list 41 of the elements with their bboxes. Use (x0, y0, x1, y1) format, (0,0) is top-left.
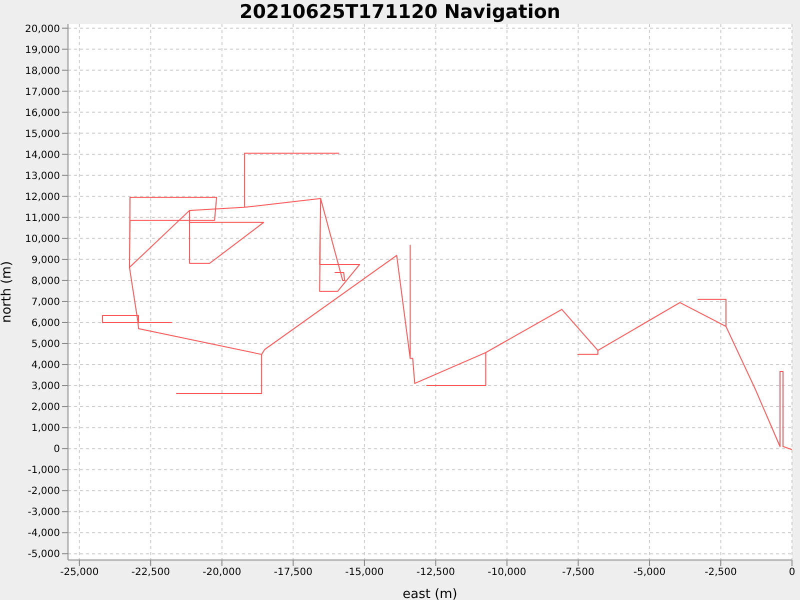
y-tick-label: 18,000 (25, 66, 60, 77)
y-tick-label: 9,000 (31, 254, 60, 266)
y-tick-label: -1,000 (28, 465, 60, 476)
y-tick-label: -4,000 (28, 528, 60, 540)
y-tick-label: 7,000 (31, 297, 60, 308)
x-tick-label: -10,000 (488, 567, 526, 578)
x-tick-label: -12,500 (416, 567, 456, 578)
y-tick-label: 0 (54, 444, 60, 456)
y-tick-label: 3,000 (31, 381, 60, 392)
y-tick-label: 8,000 (31, 276, 60, 287)
chart-title: 20210625T171120 Navigation (238, 0, 562, 24)
y-tick-label: 12,000 (25, 192, 60, 203)
y-tick-label: 20,000 (25, 24, 60, 35)
y-tick-label: 19,000 (25, 44, 60, 56)
y-tick-label: 1,000 (31, 423, 60, 434)
line-series (102, 152, 792, 450)
x-tick-label: -7,500 (562, 567, 594, 578)
x-tick-label: -17,500 (274, 567, 312, 578)
y-axis-title: north (m) (0, 261, 15, 323)
x-tick-label: -25,000 (60, 567, 99, 578)
y-tick-label: 14,000 (25, 150, 60, 161)
y-tick-label: 6,000 (31, 318, 60, 330)
y-tick-label: 16,000 (25, 108, 60, 119)
y-tick-label: 13,000 (25, 170, 60, 182)
x-axis-title: east (m) (402, 587, 458, 600)
y-tick-label: 5,000 (31, 339, 60, 350)
x-tick-label: -5,000 (633, 567, 666, 578)
y-tick-label: 2,000 (31, 402, 60, 414)
y-tick-label: 10,000 (25, 234, 60, 245)
x-tick-label: -15,000 (345, 567, 384, 578)
y-tick-label: 15,000 (25, 128, 60, 140)
y-tick-label: 4,000 (31, 360, 60, 372)
y-tick-label: 17,000 (25, 86, 60, 98)
x-tick-label: -22,500 (131, 567, 170, 578)
y-tick-label: -2,000 (28, 486, 60, 498)
y-tick-label: -3,000 (28, 507, 60, 518)
y-tick-label: -5,000 (28, 549, 60, 560)
x-tick-label: 0 (788, 567, 796, 578)
y-tick-label: 11,000 (25, 212, 60, 224)
x-tick-label: -20,000 (202, 567, 242, 578)
x-tick-label: -2,500 (704, 567, 737, 578)
